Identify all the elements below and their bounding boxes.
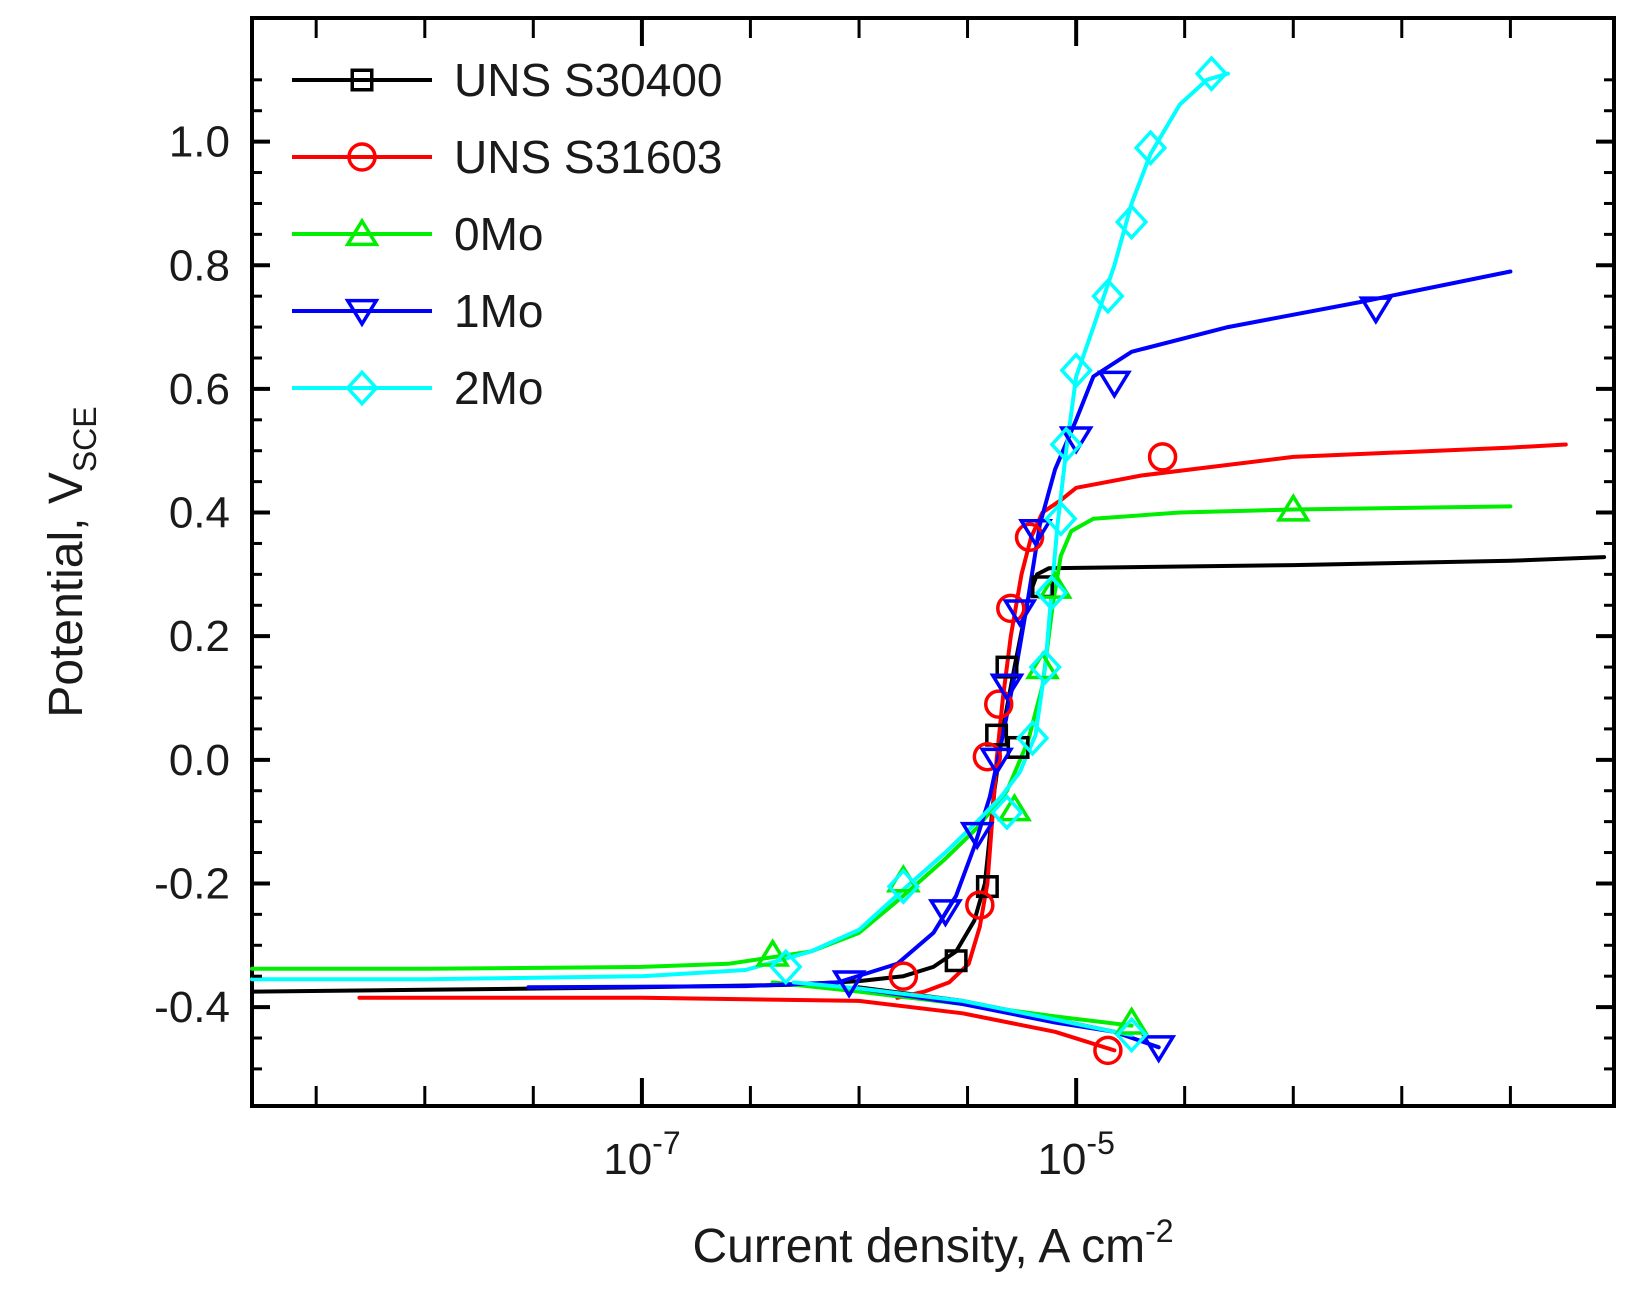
series-2mo-marker-0: [769, 948, 803, 986]
gridless-plot-area: -0.4 -0.2 0.0 0.2 0.4 0.6 0.8 1.0 10-7 10-5: [154, 16, 1616, 1184]
series-1mo-marker-3: [979, 747, 1015, 777]
legend-label-uns-s30400: UNS S30400: [454, 54, 723, 106]
legend-marker-0mo: [344, 217, 380, 247]
legend: UNS S30400 UNS S31603 0Mo 1Mo 2Mo: [292, 54, 723, 414]
y-axis-title: Potential, VSCE: [40, 406, 103, 717]
series-0mo-marker-4: [1037, 570, 1073, 599]
series-uns-s31603-marker-2: [972, 741, 1003, 772]
plot-frame: [250, 16, 1616, 1108]
legend-label-2mo: 2Mo: [454, 362, 543, 414]
series-2mo-marker-4: [1028, 648, 1062, 686]
x-tick-labels: 10-7 10-5: [603, 1125, 1115, 1184]
y-tick-labels: -0.4 -0.2 0.0 0.2 0.4 0.6 0.8 1.0: [154, 118, 230, 1032]
legend-label-1mo: 1Mo: [454, 285, 543, 337]
legend-item-0mo: 0Mo: [292, 208, 543, 260]
y-axis-title-main: Potential, V: [40, 472, 93, 717]
x-tick-label: 10-5: [1037, 1125, 1114, 1184]
legend-marker-uns-s31603: [347, 142, 377, 172]
series-1mo-marker-2: [959, 821, 995, 851]
series-1mo-marker-1: [928, 899, 963, 928]
series-2mo-marker-1: [886, 868, 921, 905]
legend-marker-1mo: [344, 298, 380, 328]
series-1mo-marker-7: [1058, 426, 1094, 455]
tick-layer: [252, 18, 1614, 1106]
x-axis-title-main: Current density, A cm: [692, 1220, 1145, 1273]
legend-marker-uns-s30400: [350, 68, 374, 92]
x-axis-title-sup: -2: [1145, 1213, 1173, 1249]
series-2mo-marker-9: [1091, 277, 1125, 315]
y-axis-title-sub: SCE: [67, 406, 103, 472]
y-tick-label: -0.2: [154, 859, 230, 908]
legend-item-1mo: 1Mo: [292, 285, 543, 337]
series-2mo-marker-7: [1049, 426, 1083, 463]
y-tick-label: 0.8: [169, 241, 230, 290]
legend-label-uns-s31603: UNS S31603: [454, 131, 723, 183]
series-2mo-anodic-line: [250, 71, 1230, 982]
series-1mo-marker-4: [989, 673, 1025, 702]
series-1mo-anodic-line: [526, 269, 1513, 990]
series-uns-s31603-anodic-line: [895, 442, 1568, 1000]
y-tick-label: 0.4: [169, 489, 230, 538]
x-axis-title: Current density, A cm-2: [692, 1213, 1173, 1273]
legend-label-0mo: 0Mo: [454, 208, 543, 260]
series-2mo-marker-8: [1059, 352, 1093, 389]
series-1mo-marker-8: [1096, 370, 1132, 400]
series-2mo-marker-5: [1034, 574, 1069, 612]
series-uns-s30400-marker-2: [985, 723, 1009, 747]
series-2mo-marker-3: [1015, 719, 1050, 757]
legend-item-2mo: 2Mo: [292, 362, 543, 414]
series-2mo-marker-13: [1114, 1016, 1149, 1054]
series-uns-s30400-anodic-line: [250, 555, 1607, 994]
series-uns-s31603-marker-5: [1014, 522, 1045, 553]
series-1mo-cathodic-line: [857, 986, 1161, 1050]
series-1mo-marker-6: [1018, 518, 1053, 548]
x-tick-label: 10-7: [603, 1125, 680, 1184]
series-0mo-marker-6: [1114, 1006, 1150, 1035]
legend-item-uns-s30400: UNS S30400: [292, 54, 723, 106]
series-uns-s31603-marker-6: [1147, 442, 1178, 472]
series-2mo-marker-11: [1133, 129, 1168, 167]
series-1mo-marker-10: [1141, 1035, 1177, 1064]
series-uns-s31603-marker-7: [1093, 1035, 1123, 1066]
y-tick-label: 0.6: [169, 365, 230, 414]
series-uns-s30400-marker-0: [944, 949, 968, 973]
series-uns-s31603-marker-3: [984, 689, 1014, 719]
marker-layer: [755, 55, 1394, 1066]
series-2mo-marker-12: [1194, 55, 1229, 92]
series-uns-s31603-marker-0: [888, 961, 919, 991]
series-uns-s31603-marker-1: [965, 890, 995, 920]
series-0mo-marker-5: [1275, 493, 1311, 522]
legend-item-uns-s31603: UNS S31603: [292, 131, 723, 183]
series-1mo-marker-9: [1358, 296, 1394, 325]
series-2mo-marker-2: [990, 794, 1024, 831]
series-2mo-marker-6: [1044, 500, 1078, 537]
series-uns-s31603-marker-4: [996, 593, 1026, 624]
y-tick-label: 0.2: [169, 612, 230, 661]
series-1mo-marker-5: [1002, 599, 1038, 628]
series-0mo-anodic-line: [250, 504, 1513, 971]
series-uns-s31603-cathodic-line: [357, 995, 1117, 1053]
legend-marker-2mo: [345, 369, 379, 407]
y-tick-label: 0.0: [169, 736, 230, 785]
y-tick-label: 1.0: [169, 118, 230, 167]
series-2mo-marker-10: [1114, 203, 1149, 241]
y-tick-label: -0.4: [154, 983, 230, 1032]
series-1mo-marker-0: [831, 970, 867, 999]
